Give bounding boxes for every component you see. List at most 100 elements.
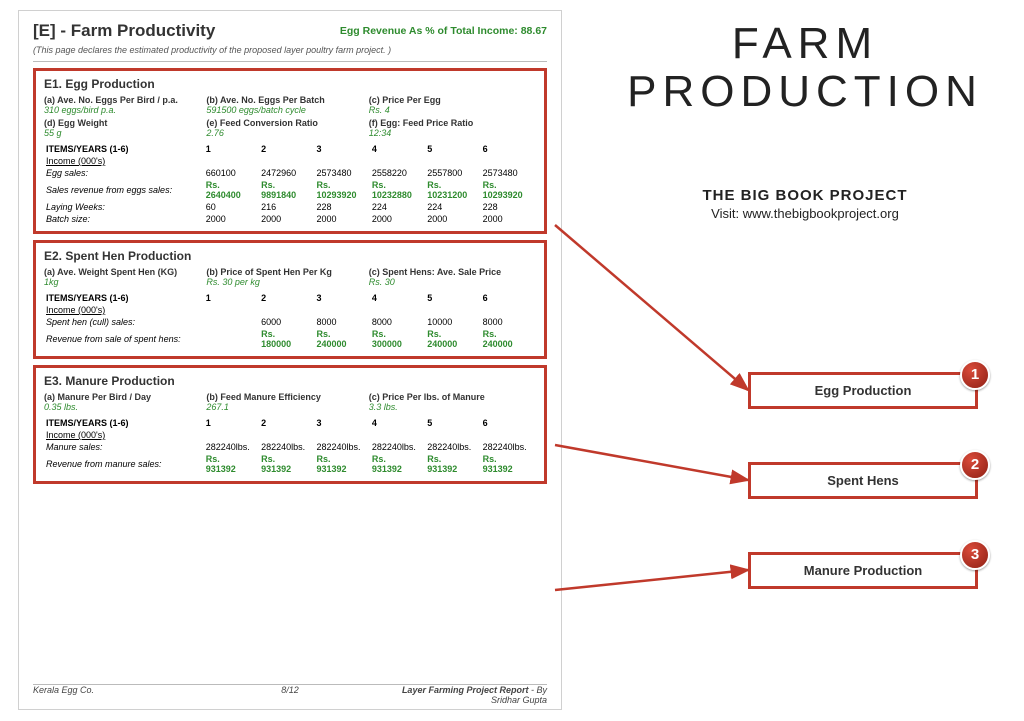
row-value: 8000 <box>370 316 425 328</box>
param-label: (f) Egg: Feed Price Ratio <box>369 118 531 128</box>
section-params: (a) Ave. No. Eggs Per Bird / p.a.310 egg… <box>44 95 536 141</box>
row-value <box>204 316 259 328</box>
param-label: (b) Feed Manure Efficiency <box>206 392 368 402</box>
row-value: 8000 <box>481 316 536 328</box>
param: (a) Ave. Weight Spent Hen (KG)1kg <box>44 267 206 287</box>
callout-label: Egg Production <box>815 383 912 398</box>
param-value: 591500 eggs/batch cycle <box>206 105 368 115</box>
callout-label: Manure Production <box>804 563 922 578</box>
year-col: 5 <box>425 417 480 429</box>
year-col: 3 <box>314 143 369 155</box>
param-value: 267.1 <box>206 402 368 412</box>
years-label: ITEMS/YEARS (1-6) <box>44 292 204 304</box>
param-value: Rs. 30 <box>369 277 531 287</box>
row-label: Revenue from sale of spent hens: <box>44 328 204 350</box>
section-title: E3. Manure Production <box>44 374 536 388</box>
row-value: 2000 <box>259 213 314 225</box>
document-panel: [E] - Farm Productivity Egg Revenue As %… <box>18 10 562 710</box>
param-value: 12:34 <box>369 128 531 138</box>
footer-mid: 8/12 <box>281 685 299 695</box>
right-title-line2: PRODUCTION <box>600 68 1010 116</box>
doc-title: [E] - Farm Productivity <box>33 21 215 41</box>
row-value: Rs.10231200 <box>425 179 480 201</box>
row-value: 2000 <box>204 213 259 225</box>
section-params: (a) Ave. Weight Spent Hen (KG)1kg(b) Pri… <box>44 267 536 290</box>
param: (a) Manure Per Bird / Day0.35 lbs. <box>44 392 206 412</box>
row-value: Rs.931392 <box>370 453 425 475</box>
row-label: Sales revenue from eggs sales: <box>44 179 204 201</box>
doc-header: [E] - Farm Productivity Egg Revenue As %… <box>33 21 547 41</box>
section-title: E1. Egg Production <box>44 77 536 91</box>
param-label: (a) Manure Per Bird / Day <box>44 392 206 402</box>
right-title-block: FARM PRODUCTION THE BIG BOOK PROJECT Vis… <box>600 20 1010 221</box>
section-e2: E2. Spent Hen Production(a) Ave. Weight … <box>33 240 547 359</box>
row-value: 660100 <box>204 167 259 179</box>
row-value: 8000 <box>314 316 369 328</box>
year-col: 4 <box>370 417 425 429</box>
param: (d) Egg Weight55 g <box>44 118 206 138</box>
row-value: Rs.240000 <box>314 328 369 350</box>
row-value: 228 <box>481 201 536 213</box>
section-table: ITEMS/YEARS (1-6)123456Income (000's)Spe… <box>44 292 536 350</box>
year-col: 2 <box>259 417 314 429</box>
param-value: Rs. 30 per kg <box>206 277 368 287</box>
footer-right: Layer Farming Project Report - By Sridha… <box>402 685 547 705</box>
row-value: 2472960 <box>259 167 314 179</box>
param-label: (b) Price of Spent Hen Per Kg <box>206 267 368 277</box>
row-value: Rs.931392 <box>314 453 369 475</box>
arrow-line <box>555 225 748 390</box>
row-value: 282240lbs. <box>204 441 259 453</box>
row-value: 282240lbs. <box>259 441 314 453</box>
year-col: 2 <box>259 143 314 155</box>
footer-left: Kerala Egg Co. <box>33 685 94 695</box>
callout-box: Spent Hens2 <box>748 462 978 499</box>
row-value: 2573480 <box>481 167 536 179</box>
right-sub2: Visit: www.thebigbookproject.org <box>600 206 1010 221</box>
param: (c) Spent Hens: Ave. Sale PriceRs. 30 <box>369 267 531 287</box>
row-label: Spent hen (cull) sales: <box>44 316 204 328</box>
callout-box: Manure Production3 <box>748 552 978 589</box>
row-value: 2000 <box>481 213 536 225</box>
row-value: Rs.931392 <box>481 453 536 475</box>
footer-right-author: Sridhar Gupta <box>491 695 547 705</box>
year-col: 4 <box>370 292 425 304</box>
doc-footer: Kerala Egg Co. 8/12 Layer Farming Projec… <box>33 684 547 705</box>
param-label: (c) Price Per Egg <box>369 95 531 105</box>
year-col: 5 <box>425 143 480 155</box>
year-col: 1 <box>204 417 259 429</box>
param-label: (b) Ave. No. Eggs Per Batch <box>206 95 368 105</box>
callout-badge: 1 <box>960 360 990 390</box>
income-label: Income (000's) <box>44 155 536 167</box>
param-value: 0.35 lbs. <box>44 402 206 412</box>
year-col: 1 <box>204 143 259 155</box>
param: (c) Price Per EggRs. 4 <box>369 95 531 115</box>
income-label: Income (000's) <box>44 304 536 316</box>
footer-right-bold: Layer Farming Project Report <box>402 685 529 695</box>
arrow-line <box>555 445 748 480</box>
row-value: 2573480 <box>314 167 369 179</box>
row-value: Rs.931392 <box>259 453 314 475</box>
row-value: Rs.180000 <box>259 328 314 350</box>
row-value: 10000 <box>425 316 480 328</box>
row-value: Rs.931392 <box>425 453 480 475</box>
param-value: 2.76 <box>206 128 368 138</box>
years-label: ITEMS/YEARS (1-6) <box>44 143 204 155</box>
param-value: Rs. 4 <box>369 105 531 115</box>
footer-right-by: - By <box>528 685 547 695</box>
param: (b) Ave. No. Eggs Per Batch591500 eggs/b… <box>206 95 368 115</box>
year-col: 5 <box>425 292 480 304</box>
row-value: 216 <box>259 201 314 213</box>
year-col: 3 <box>314 417 369 429</box>
row-value: 224 <box>370 201 425 213</box>
section-params: (a) Manure Per Bird / Day0.35 lbs.(b) Fe… <box>44 392 536 415</box>
row-label: Revenue from manure sales: <box>44 453 204 475</box>
callout-label: Spent Hens <box>827 473 899 488</box>
row-value: 2000 <box>314 213 369 225</box>
row-value: Rs.10293920 <box>314 179 369 201</box>
param: (b) Price of Spent Hen Per KgRs. 30 per … <box>206 267 368 287</box>
row-value: Rs.10232880 <box>370 179 425 201</box>
section-e1: E1. Egg Production (a) Ave. No. Eggs Per … <box>33 68 547 234</box>
row-label: Laying Weeks: <box>44 201 204 213</box>
param: (e) Feed Conversion Ratio2.76 <box>206 118 368 138</box>
callout-badge: 3 <box>960 540 990 570</box>
